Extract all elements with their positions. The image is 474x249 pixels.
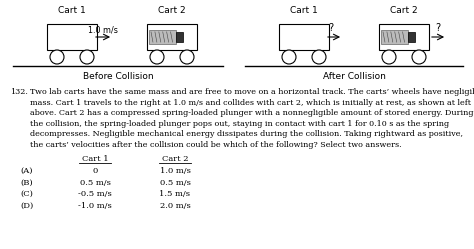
Text: Cart 2: Cart 2	[158, 6, 186, 15]
Circle shape	[312, 50, 326, 64]
Text: Before Collision: Before Collision	[82, 72, 153, 81]
Text: ?: ?	[436, 23, 440, 33]
Text: the carts’ velocities after the collision could be which of the following? Selec: the carts’ velocities after the collisio…	[30, 140, 401, 148]
Bar	[409, 32, 416, 42]
Text: 0.5 m/s: 0.5 m/s	[160, 179, 191, 187]
Text: 1.0 m/s: 1.0 m/s	[160, 167, 191, 175]
Text: (B): (B)	[20, 179, 33, 187]
Bar	[381, 30, 409, 44]
Text: (A): (A)	[20, 167, 33, 175]
Bar	[279, 24, 329, 50]
Text: 1.0 m/s: 1.0 m/s	[88, 25, 118, 34]
Circle shape	[282, 50, 296, 64]
Text: 0: 0	[92, 167, 98, 175]
Bar	[149, 30, 176, 44]
Text: 1.5 m/s: 1.5 m/s	[159, 190, 191, 198]
Circle shape	[150, 50, 164, 64]
Text: Two lab carts have the same mass and are free to move on a horizontal track. The: Two lab carts have the same mass and are…	[30, 88, 474, 96]
Text: -1.0 m/s: -1.0 m/s	[78, 201, 112, 209]
Text: above. Cart 2 has a compressed spring-loaded plunger with a nonnegligible amount: above. Cart 2 has a compressed spring-lo…	[30, 109, 474, 117]
Text: Cart 1: Cart 1	[290, 6, 318, 15]
Text: (C): (C)	[20, 190, 33, 198]
Bar	[147, 24, 197, 50]
Circle shape	[50, 50, 64, 64]
Text: 2.0 m/s: 2.0 m/s	[160, 201, 191, 209]
Circle shape	[180, 50, 194, 64]
Text: ?: ?	[328, 23, 334, 33]
Circle shape	[382, 50, 396, 64]
Text: 132.: 132.	[10, 88, 28, 96]
Text: (D): (D)	[20, 201, 33, 209]
Text: Cart 2: Cart 2	[162, 155, 188, 163]
Text: the collision, the spring-loaded plunger pops out, staying in contact with cart : the collision, the spring-loaded plunger…	[30, 120, 449, 127]
Text: 0.5 m/s: 0.5 m/s	[80, 179, 110, 187]
Text: decompresses. Negligible mechanical energy dissipates during the collision. Taki: decompresses. Negligible mechanical ener…	[30, 130, 463, 138]
Text: Cart 1: Cart 1	[58, 6, 86, 15]
Text: Cart 1: Cart 1	[82, 155, 109, 163]
Text: Cart 2: Cart 2	[390, 6, 418, 15]
Bar	[176, 32, 183, 42]
Text: mass. Cart 1 travels to the right at 1.0 m/s and collides with cart 2, which is : mass. Cart 1 travels to the right at 1.0…	[30, 99, 471, 107]
Circle shape	[80, 50, 94, 64]
Bar	[47, 24, 97, 50]
Text: -0.5 m/s: -0.5 m/s	[78, 190, 112, 198]
Text: After Collision: After Collision	[323, 72, 385, 81]
Bar	[379, 24, 429, 50]
Circle shape	[412, 50, 426, 64]
